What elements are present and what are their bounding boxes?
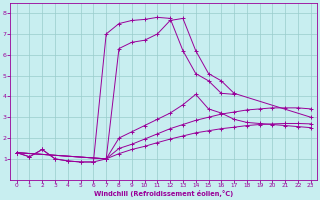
- X-axis label: Windchill (Refroidissement éolien,°C): Windchill (Refroidissement éolien,°C): [94, 190, 233, 197]
